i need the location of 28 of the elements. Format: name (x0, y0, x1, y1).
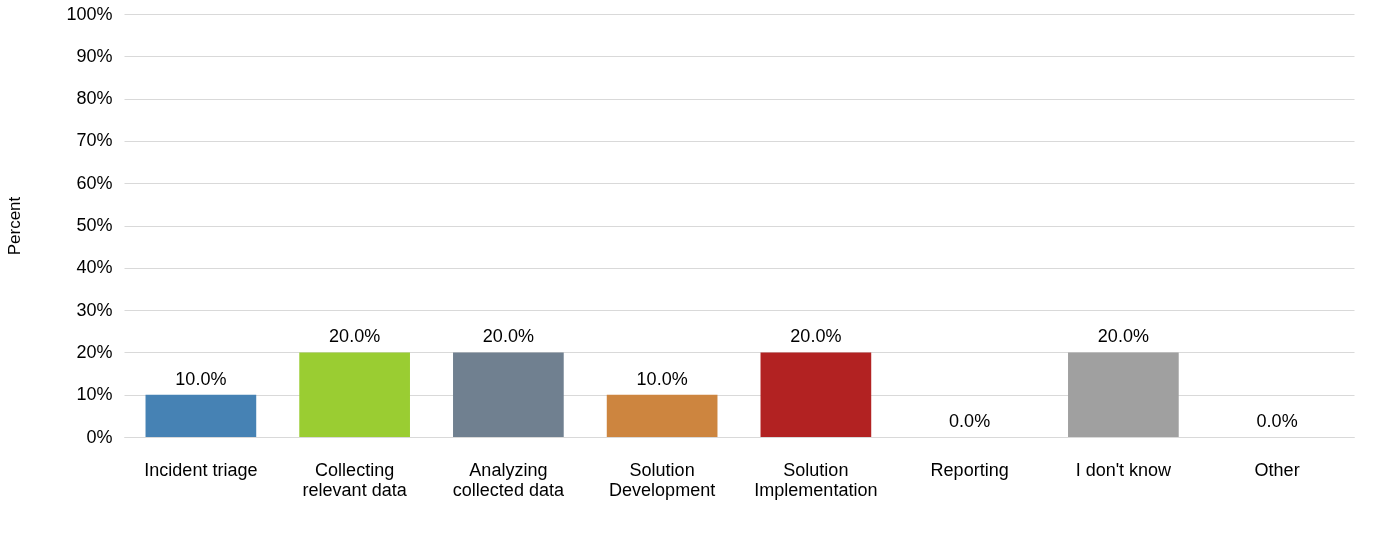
data-label: 20.0% (329, 326, 381, 347)
x-tick-label: Other (1254, 459, 1300, 480)
x-tick-label: Solution Implementation (754, 459, 878, 500)
data-label: 10.0% (175, 368, 227, 389)
y-tick-label: 40% (76, 257, 113, 278)
data-label: 0.0% (1256, 411, 1298, 431)
y-tick-label: 100% (66, 3, 113, 24)
x-tick-label: Solution Development (609, 459, 716, 500)
x-tick-label: Analyzing collected data (452, 459, 565, 500)
x-tick-label: Reporting (930, 459, 1009, 480)
y-tick-label: 30% (76, 299, 113, 320)
data-label: 10.0% (636, 368, 688, 389)
data-label: 20.0% (1097, 326, 1149, 347)
y-tick-label: 10% (76, 384, 113, 405)
x-tick-label: Incident triage (144, 459, 258, 480)
y-tick-label: 80% (76, 88, 113, 109)
data-label: 20.0% (482, 326, 534, 347)
y-tick-label: 60% (76, 172, 113, 193)
x-tick-label: Collecting relevant data (302, 459, 408, 500)
y-tick-label: 50% (76, 215, 113, 235)
y-axis-title: Percent (5, 196, 25, 256)
y-tick-label: 0% (86, 426, 113, 447)
x-tick-label: I don't know (1075, 459, 1173, 480)
y-tick-label: 20% (76, 341, 113, 362)
data-label: 0.0% (949, 411, 991, 431)
data-label: 20.0% (790, 326, 842, 347)
y-tick-label: 70% (76, 130, 113, 151)
y-tick-label: 90% (76, 45, 113, 66)
